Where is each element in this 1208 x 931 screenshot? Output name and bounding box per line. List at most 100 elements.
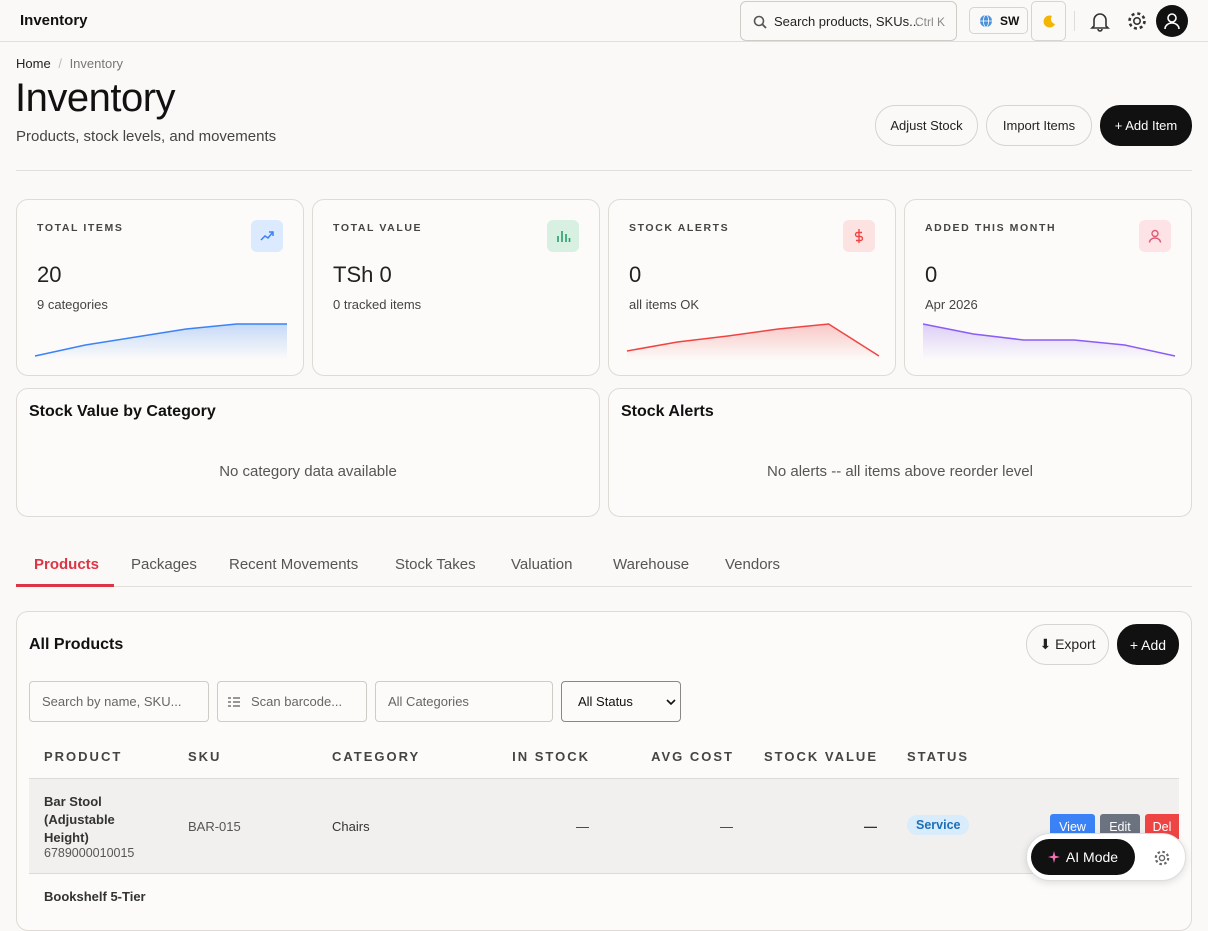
sparkline-area xyxy=(627,324,879,360)
products-card xyxy=(16,611,1192,931)
globe-icon xyxy=(980,14,992,28)
stat-value: 0 xyxy=(629,262,642,287)
product-barcode: 6789000010015 xyxy=(44,846,135,860)
notifications-button[interactable] xyxy=(1089,10,1111,32)
column-header: AVG COST xyxy=(651,749,734,764)
table-row[interactable]: Bar Stool (Adjustable Height) 6789000010… xyxy=(29,779,1179,874)
page-title: Inventory xyxy=(15,76,176,120)
category-panel: Stock Value by Category No category data… xyxy=(16,388,600,517)
stat-icon xyxy=(251,220,283,252)
tab-indicator xyxy=(16,584,114,587)
stat-value: TSh 0 xyxy=(333,262,392,287)
product-name: Bookshelf 5-Tier xyxy=(44,889,146,904)
stat-icon xyxy=(1139,220,1171,252)
panel-title: Stock Alerts xyxy=(621,403,714,420)
tab[interactable]: Warehouse xyxy=(613,556,690,573)
input-placeholder: Search by name, SKU... xyxy=(42,694,182,709)
in-stock: — xyxy=(576,819,589,834)
divider xyxy=(16,170,1192,171)
breadcrumb-separator: / xyxy=(58,56,62,71)
search-icon xyxy=(753,15,767,29)
column-header: SKU xyxy=(188,749,222,764)
ai-widget: AI Mode xyxy=(1026,833,1186,881)
top-bar: Inventory Search products, SKUs... Ctrl … xyxy=(0,0,1208,42)
stat-card: STOCK ALERTS 0 all items OK xyxy=(608,199,896,376)
stat-note: 0 tracked items xyxy=(333,297,422,312)
stat-card: TOTAL ITEMS 20 9 categories xyxy=(16,199,304,376)
ai-mode-label: AI Mode xyxy=(1065,849,1119,865)
tab[interactable]: Stock Takes xyxy=(395,556,476,573)
empty-message: No alerts -- all items above reorder lev… xyxy=(767,463,1033,480)
sparkle-icon xyxy=(1047,851,1060,863)
column-header: IN STOCK xyxy=(512,749,590,764)
dropdown-arrow xyxy=(666,699,676,706)
breadcrumb-link[interactable]: Home xyxy=(16,56,51,71)
section-title: All Products xyxy=(29,636,124,653)
category-filter[interactable]: All Categories xyxy=(375,681,553,722)
alerts-panel: Stock Alerts No alerts -- all items abov… xyxy=(608,388,1192,517)
column-header: STOCK VALUE xyxy=(764,749,878,764)
sparkline-area xyxy=(923,324,1175,360)
theme-toggle[interactable] xyxy=(1031,1,1066,41)
sparkline xyxy=(922,323,1176,360)
tabs-divider xyxy=(16,586,1192,587)
category: Chairs xyxy=(332,819,370,834)
tab[interactable]: Valuation xyxy=(511,556,573,573)
avg-cost: — xyxy=(720,819,733,834)
page-subtitle: Products, stock levels, and movements xyxy=(16,128,277,145)
add-item-button[interactable]: + Add Item xyxy=(1100,105,1192,146)
sku: BAR-015 xyxy=(188,819,241,834)
tab[interactable]: Packages xyxy=(131,556,197,573)
ai-mode-button[interactable]: AI Mode xyxy=(1031,839,1135,875)
stat-note: Apr 2026 xyxy=(925,297,978,312)
breadcrumb: Home / Inventory xyxy=(16,56,123,71)
status-filter[interactable]: All Status xyxy=(561,681,681,722)
stat-label: ADDED THIS MONTH xyxy=(925,222,1057,234)
tab[interactable]: Vendors xyxy=(725,556,781,573)
adjust-stock-button[interactable]: Adjust Stock xyxy=(875,105,978,146)
search-box[interactable]: Search products, SKUs... Ctrl K xyxy=(740,1,957,41)
product-name: Bar Stool (Adjustable Height) xyxy=(44,794,115,845)
barcode-input[interactable]: Scan barcode... xyxy=(217,681,367,722)
search-input[interactable]: Search by name, SKU... xyxy=(29,681,209,722)
stat-label: TOTAL ITEMS xyxy=(37,222,124,234)
filter-label: All Categories xyxy=(388,694,469,709)
status-badge: Service xyxy=(907,815,970,835)
stat-value: 0 xyxy=(925,262,938,287)
filter-label: All Status xyxy=(578,694,633,709)
stat-card: TOTAL VALUE TSh 0 0 tracked items xyxy=(312,199,600,376)
barcode-icon xyxy=(228,697,240,707)
sparkline xyxy=(34,323,287,360)
stat-icon xyxy=(547,220,579,252)
stat-label: TOTAL VALUE xyxy=(333,222,423,234)
sparkline-line xyxy=(626,323,880,357)
tab-active[interactable]: Products xyxy=(34,556,100,573)
stat-value: 20 xyxy=(37,262,62,287)
stat-note: 9 categories xyxy=(37,297,108,312)
sparkline-line xyxy=(34,323,287,357)
sparkline-line xyxy=(922,323,1176,357)
breadcrumb-current: Inventory xyxy=(69,56,124,71)
divider xyxy=(1074,11,1075,31)
export-button[interactable]: ⬇ Export xyxy=(1026,624,1109,665)
column-header: PRODUCT xyxy=(44,749,123,764)
column-header: STATUS xyxy=(907,749,970,764)
language-switch[interactable]: SW xyxy=(969,7,1028,34)
header-divider xyxy=(29,778,1179,779)
app-title: Inventory xyxy=(20,12,88,29)
panel-title: Stock Value by Category xyxy=(29,403,216,420)
stock-value: — xyxy=(864,819,877,834)
sparkline xyxy=(626,323,880,360)
stat-note: all items OK xyxy=(629,297,700,312)
moon-icon xyxy=(1043,15,1055,28)
stat-icon xyxy=(843,220,875,252)
settings-button[interactable] xyxy=(1126,10,1148,32)
user-avatar[interactable] xyxy=(1156,5,1188,37)
column-header: CATEGORY xyxy=(332,749,421,764)
add-button[interactable]: + Add xyxy=(1117,624,1179,665)
tab[interactable]: Recent Movements xyxy=(229,556,359,573)
empty-message: No category data available xyxy=(219,463,397,480)
ai-settings-button[interactable] xyxy=(1153,849,1171,867)
import-items-button[interactable]: Import Items xyxy=(986,105,1092,146)
